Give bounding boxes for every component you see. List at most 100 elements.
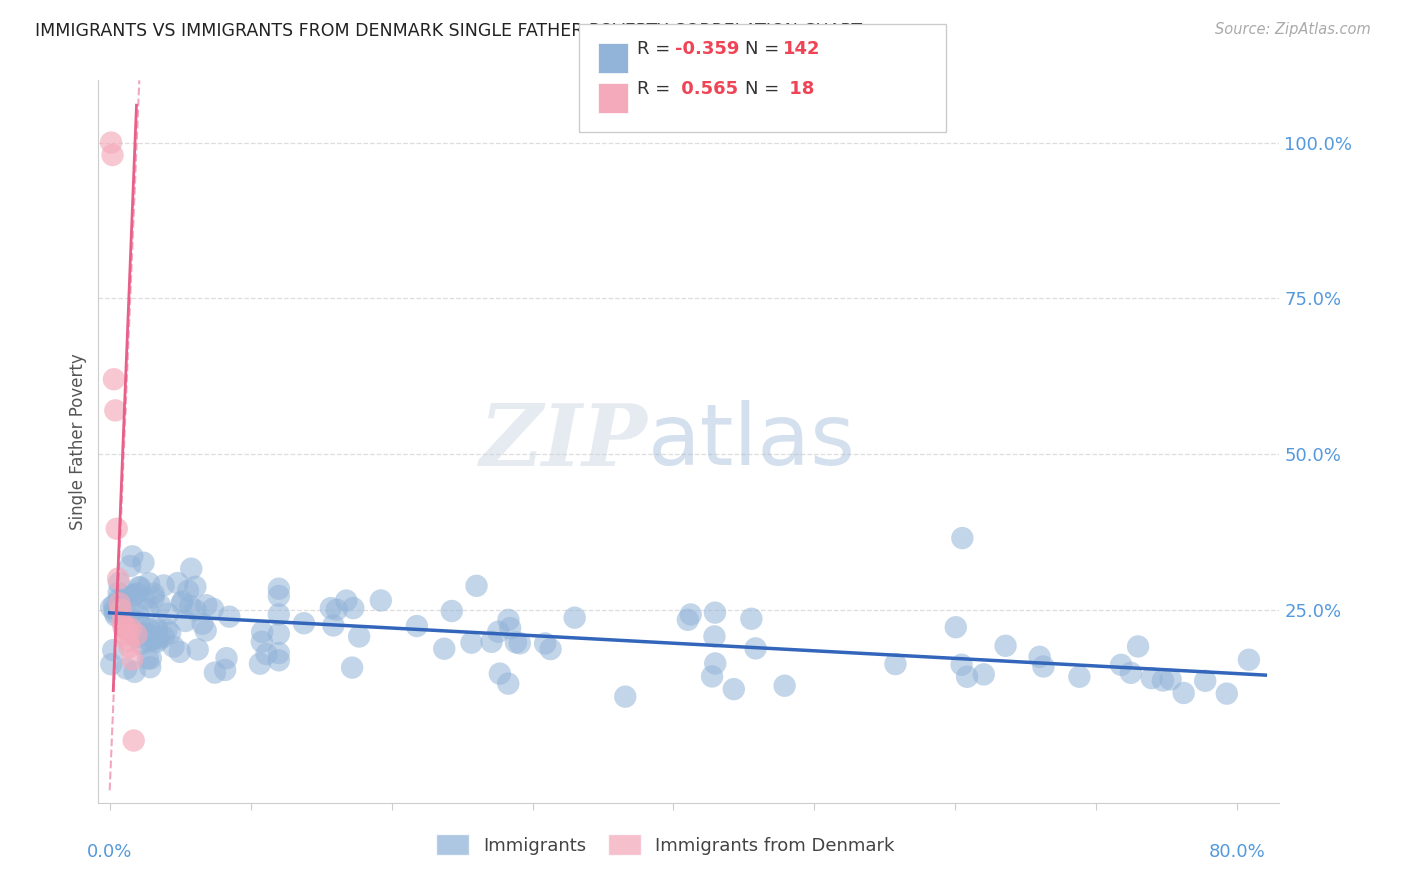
Immigrants [134,591,156,606]
Immigrants [148,632,170,647]
Immigrants from Denmark [122,733,145,747]
Immigrants [172,594,194,608]
Immigrants [184,603,207,617]
Immigrants [156,623,179,637]
Immigrants [267,582,290,596]
Immigrants [614,690,637,704]
Immigrants [250,634,273,648]
Immigrants [122,615,145,629]
Immigrants [994,639,1017,653]
Immigrants [120,559,142,574]
Immigrants [486,624,509,639]
Immigrants [1152,673,1174,688]
Immigrants [460,635,482,649]
Immigrants [347,630,370,644]
Immigrants [1160,673,1182,687]
Immigrants [267,653,290,667]
Immigrants from Denmark [105,522,128,536]
Immigrants [128,615,150,630]
Immigrants [103,602,125,616]
Immigrants [267,627,290,641]
Immigrants [174,614,197,628]
Immigrants [335,593,357,607]
Immigrants [481,635,503,649]
Immigrants [704,657,727,671]
Immigrants [773,679,796,693]
Text: 0.565: 0.565 [675,80,738,98]
Immigrants [107,586,129,600]
Immigrants from Denmark [115,621,138,635]
Immigrants [100,657,122,672]
Immigrants [132,556,155,570]
Immigrants [1140,671,1163,685]
Immigrants [1028,649,1050,664]
Immigrants [139,651,162,665]
Immigrants [135,626,157,640]
Immigrants [405,619,427,633]
Immigrants from Denmark [112,621,135,635]
Immigrants [1109,657,1132,672]
Immigrants [115,596,138,610]
Immigrants [100,600,122,615]
Immigrants [170,596,193,610]
Immigrants [676,613,699,627]
Immigrants from Denmark [114,627,136,641]
Immigrants [108,576,131,591]
Immigrants [124,665,146,679]
Immigrants [704,606,727,620]
Immigrants [214,663,236,677]
Immigrants [204,665,226,680]
Text: R =: R = [637,80,676,98]
Immigrants [111,593,134,607]
Immigrants [1173,686,1195,700]
Text: R =: R = [637,40,676,58]
Text: 0.0%: 0.0% [87,843,132,861]
Immigrants [505,635,527,649]
Immigrants [138,623,160,637]
Immigrants [723,682,745,697]
Immigrants [122,589,145,603]
Immigrants [340,660,363,674]
Immigrants [256,647,278,661]
Immigrants [115,661,138,675]
Immigrants from Denmark [125,627,148,641]
Immigrants [139,660,162,674]
Immigrants [120,624,142,639]
Immigrants [141,632,163,646]
Immigrants [128,607,150,621]
Immigrants [564,610,586,624]
Immigrants [142,586,165,600]
Immigrants [138,634,160,648]
Immigrants [134,627,156,641]
Immigrants [107,592,129,607]
Immigrants [136,602,159,616]
Immigrants [142,591,165,605]
Immigrants [145,624,167,638]
Immigrants [118,609,141,624]
Immigrants [292,616,315,631]
Immigrants [104,608,127,623]
Immigrants [1119,665,1142,680]
Immigrants [267,589,290,603]
Immigrants [187,642,209,657]
Text: -0.359: -0.359 [675,40,740,58]
Immigrants from Denmark [104,403,127,417]
Immigrants from Denmark [108,597,131,611]
Immigrants [129,581,152,595]
Immigrants [509,636,531,650]
Immigrants [184,580,207,594]
Immigrants [342,601,364,615]
Immigrants [104,606,127,620]
Immigrants [540,642,562,657]
Immigrants [122,588,145,602]
Text: N =: N = [745,40,785,58]
Immigrants [973,667,995,681]
Immigrants [159,626,181,640]
Immigrants [1069,670,1091,684]
Immigrants [498,676,520,690]
Immigrants [146,621,169,635]
Text: IMMIGRANTS VS IMMIGRANTS FROM DENMARK SINGLE FATHER POVERTY CORRELATION CHART: IMMIGRANTS VS IMMIGRANTS FROM DENMARK SI… [35,22,862,40]
Immigrants from Denmark [111,615,134,630]
Immigrants [370,593,392,607]
Text: Source: ZipAtlas.com: Source: ZipAtlas.com [1215,22,1371,37]
